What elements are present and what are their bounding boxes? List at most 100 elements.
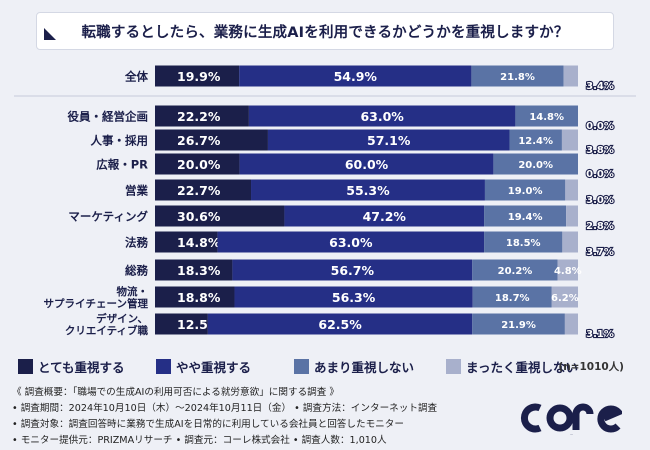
bar-segment [155,313,208,335]
legend-label: まったく重視しない [466,359,579,375]
category-label: 総務 [125,264,148,278]
bar-segment [284,205,485,227]
data-label: 12.4% [518,136,553,147]
bar-segment [564,313,578,335]
data-label-outside: 3.8% [586,145,614,156]
category-label: 全体 [124,70,148,84]
bar-segment [155,179,252,201]
bar-segment [472,313,565,335]
footnote-line: • 調査対象：調査回答時に業務で生成AIを日常的に利用している会社員と回答したモ… [12,419,404,430]
category-label: クリエイティブ職 [65,324,149,337]
data-label-outside: 0.0% [586,169,614,180]
data-label: 47.2% [363,209,407,224]
sample-size-note: (n=1010人) [558,361,624,373]
bar-segment [267,129,510,151]
data-label: 56.3% [332,290,376,305]
title-bar: 転職するとしたら、業務に生成AIを利用できるかどうかを重視しますか？ [36,12,614,50]
data-label-outside: 3.7% [586,247,614,258]
category-label: 役員・経営企画 [68,110,149,124]
bar-segment [217,231,485,253]
bar-segment [472,259,558,281]
bar-segment [471,65,564,87]
legend-swatch [156,358,171,374]
legend-item-not-important-at-all: まったく重視しない [446,356,578,376]
data-label: 21.8% [500,72,535,83]
category-label: マーケティング [68,210,148,224]
legend-item-not-very-important: あまり重視しない [294,356,414,376]
data-label: 62.5% [318,317,362,332]
legend-label: あまり重視しない [314,359,415,375]
data-label: 54.9% [334,69,378,84]
bar-segment [155,105,249,127]
data-label: 18.5% [506,238,541,249]
data-label: 30.6% [177,209,221,224]
bar-segment [484,205,567,227]
category-label: 人事・採用 [91,134,149,148]
data-label: 63.0% [360,109,404,124]
bar-segment [493,153,578,175]
legend-swatch [446,358,461,374]
bar-segment [155,205,285,227]
data-label: 21.9% [501,320,536,331]
data-label: 20.0% [177,157,221,172]
data-label: 22.7% [177,183,221,198]
category-label: デザイン、 [96,312,148,325]
data-label: 57.1% [367,133,411,148]
data-label: 14.8% [177,235,221,250]
data-label: 18.8% [177,290,221,305]
bar-segment [557,259,578,281]
legend-item-somewhat-important: やや重視する [156,356,251,376]
bar-segment [551,286,578,308]
bar-segment [566,205,578,227]
data-label: 18.3% [177,263,221,278]
data-label: 26.7% [177,133,221,148]
bar-segment [234,286,473,308]
data-label: 19.4% [508,212,543,223]
bar-segment [562,231,578,253]
legend-swatch [294,358,309,374]
bar-segment [509,129,562,151]
bar-segment [251,179,485,201]
data-label: 4.8% [554,266,582,277]
footnote-line: • 調査期間：2024年10月10日（木）～2024年10月11日（金） • 調… [12,403,438,414]
data-label: 55.3% [346,183,390,198]
data-label-outside: 3.1% [586,329,614,340]
legend-label: やや重視する [176,359,252,375]
footnotes: 《 調査概要：「職場での生成AIの利用可否による就労意欲」に関する調査 》 • … [12,385,482,449]
legend-label: とても重視する [38,359,125,375]
bar-segment [563,65,578,87]
bar-segment [155,259,233,281]
footnote-line: • モニター提供元：PRIZMAリサーチ • 調査元：コーレ株式会社 • 調査人… [12,435,387,446]
bar-segment [207,313,473,335]
bar-segment [561,129,578,151]
bar-segment [155,65,240,87]
category-label: 営業 [125,184,148,198]
bar-segment [155,129,268,151]
data-label: 60.0% [345,157,389,172]
data-label: 22.2% [177,109,221,124]
category-label: 広報・PR [96,158,148,172]
data-label: 18.7% [495,293,530,304]
stacked-bar-chart: 全体 19.9% 54.9% 21.8% 3.4% 役員・経営企画 22.2% 63.0% 14… [14,65,636,341]
bar-segment [155,286,235,308]
data-label-outside: 3.4% [586,81,614,92]
bar-segment [565,179,578,201]
data-label: 19.0% [508,186,543,197]
data-label: 14.8% [529,112,564,123]
category-label: 物流・ [117,285,149,298]
bar-segment [232,259,473,281]
bar-segment [155,231,218,253]
legend-item-very-important: とても重視する [18,356,125,376]
category-label: 法務 [125,236,148,250]
bar-segment [484,231,563,253]
data-label: 6.2% [551,293,579,304]
data-label-outside: 0.0% [586,121,614,132]
data-label: 20.2% [498,266,533,277]
bar-segment [155,153,240,175]
legend-swatch [18,358,33,374]
data-label: 63.0% [329,235,373,250]
chart-title: 転職するとしたら、業務に生成AIを利用できるかどうかを重視しますか？ [81,24,569,41]
core-logo: CORE [520,403,622,436]
data-label-outside: 2.8% [586,221,614,232]
data-label: 19.9% [177,69,221,84]
